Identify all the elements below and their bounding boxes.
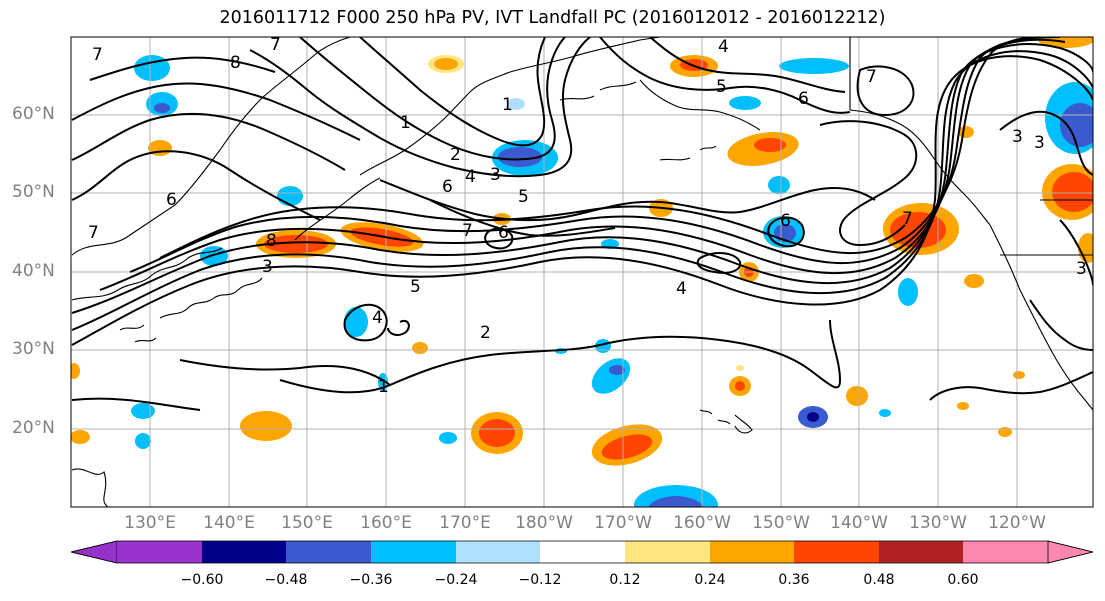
colorbar-segment: [794, 541, 879, 563]
colorbar-segment: [202, 541, 286, 563]
lon-label-150w: 150°W: [752, 513, 810, 533]
colorbar-segment: [371, 541, 456, 563]
contour-label: 7: [866, 67, 877, 87]
contour-label: 6: [780, 211, 791, 231]
contour-label: 7: [462, 221, 473, 241]
lon-label-120w: 120°W: [988, 513, 1046, 533]
map-frame: [70, 36, 1094, 508]
lon-label-130e: 130°E: [124, 513, 176, 533]
colorbar-tick-label: 0.24: [694, 572, 726, 588]
lon-label-160e: 160°E: [360, 513, 412, 533]
colorbar-segment: [710, 541, 794, 563]
contour-label: 5: [518, 187, 529, 207]
lon-label-140e: 140°E: [203, 513, 255, 533]
contour-label: 5: [716, 77, 727, 97]
contour-label: 2: [480, 323, 491, 343]
colorbar-tick-label: −0.24: [434, 572, 478, 588]
colorbar-segment: [456, 541, 540, 563]
map-field: 7 8 7 4 5 6 7 1 2 3 4 5 6 7 6 1 3 8 3 5 …: [71, 35, 1093, 507]
lon-label-180w: 180°W: [515, 513, 573, 533]
contour-label: 2: [450, 145, 461, 165]
contour-label: 3: [1076, 259, 1087, 279]
contour-label: 7: [902, 209, 913, 229]
contour-label: 5: [410, 277, 421, 297]
lon-label-160w: 160°W: [673, 513, 731, 533]
colorbar-segment: [963, 541, 1048, 563]
colorbar-tick-label: 0.36: [778, 572, 810, 588]
contour-label: 8: [230, 53, 241, 73]
lon-label-150e: 150°E: [281, 513, 333, 533]
colorbar-segment: [117, 541, 202, 563]
pv-contours: [71, 37, 1093, 411]
contour-label: 7: [92, 45, 103, 65]
colorbar-tick-label: −0.60: [180, 572, 224, 588]
contour-label: 3: [490, 165, 501, 185]
contour-label: 6: [498, 223, 509, 243]
lat-label-20n: 20°N: [12, 418, 55, 438]
lon-label-170e: 170°E: [439, 513, 491, 533]
lat-label-50n: 50°N: [12, 182, 55, 202]
colorbar-tick-label: 0.60: [947, 572, 979, 588]
colorbar-segment: [540, 541, 625, 563]
colorbar-tick-label: −0.48: [264, 572, 308, 588]
contour-label: 6: [166, 190, 177, 210]
lat-label-40n: 40°N: [12, 261, 55, 281]
contour-labels: 7 8 7 4 5 6 7 1 2 3 4 5 6 7 6 1 3 8 3 5 …: [88, 35, 1087, 397]
negative-anomaly-shading: [131, 55, 1093, 507]
colorbar-extend-low: [70, 540, 118, 564]
colorbar-tick-label: 0.12: [609, 572, 641, 588]
contour-label: 3: [1012, 127, 1023, 147]
colorbar-segment: [625, 541, 710, 563]
map-title: 2016011712 F000 250 hPa PV, IVT Landfall…: [219, 8, 886, 28]
lat-label-30n: 30°N: [12, 339, 55, 359]
contour-label: 6: [798, 89, 809, 109]
contour-label: 6: [442, 177, 453, 197]
colorbar-tick-label: 0.48: [863, 572, 895, 588]
colorbar-tick-label: −0.36: [349, 572, 393, 588]
lon-label-130w: 130°W: [909, 513, 967, 533]
contour-label: 7: [88, 223, 99, 243]
colorbar: [70, 540, 1094, 564]
contour-label: 3: [1034, 133, 1045, 153]
colorbar-extend-high: [1047, 540, 1094, 564]
contour-label: 8: [266, 231, 277, 251]
contour-label: 1: [378, 377, 389, 397]
colorbar-segment: [286, 541, 371, 563]
lat-label-60n: 60°N: [12, 104, 55, 124]
contour-label: 1: [502, 95, 513, 115]
contour-label: 4: [465, 167, 476, 187]
contour-label: 7: [270, 35, 281, 55]
contour-label: 1: [400, 113, 411, 133]
lon-label-170w: 170°W: [594, 513, 652, 533]
colorbar-segment: [879, 541, 963, 563]
lon-label-140w: 140°W: [830, 513, 888, 533]
contour-label: 4: [676, 279, 687, 299]
contour-label: 3: [262, 257, 273, 277]
contour-label: 4: [718, 37, 729, 57]
contour-label: 4: [372, 308, 383, 328]
colorbar-tick-label: −0.12: [518, 572, 562, 588]
